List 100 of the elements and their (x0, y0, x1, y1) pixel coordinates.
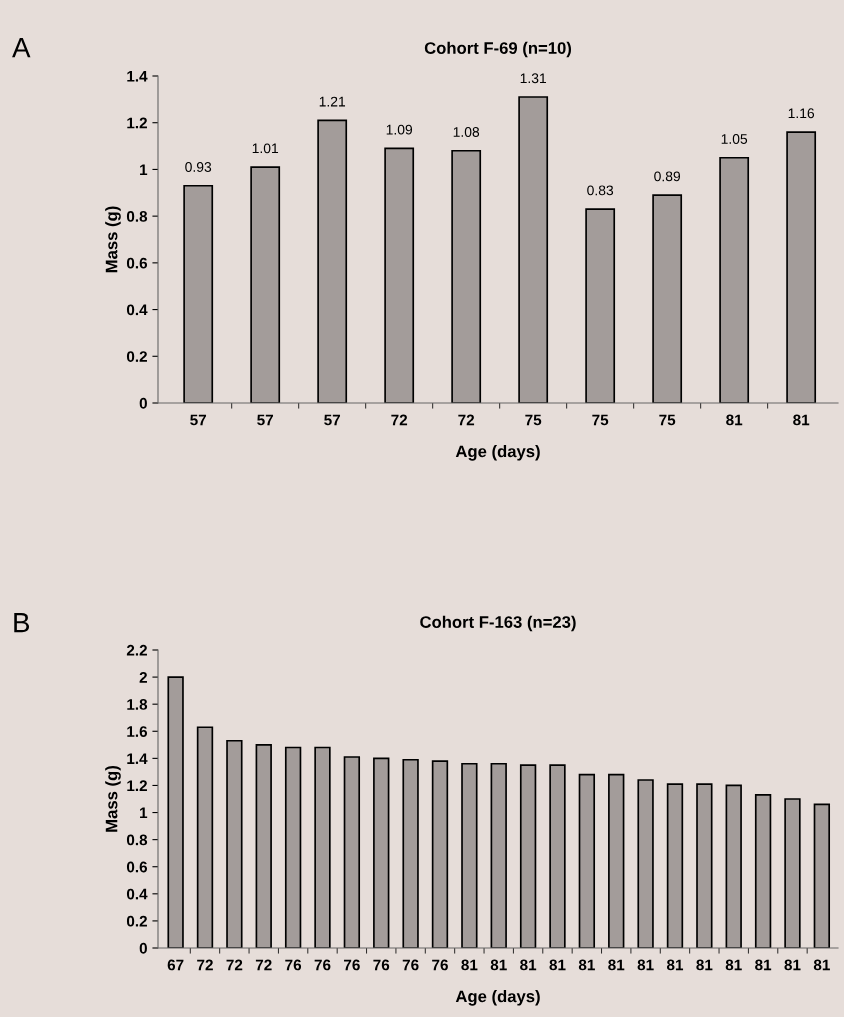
data-label: 1.05 (721, 134, 748, 144)
y-tick-label: 0.2 (126, 915, 147, 927)
data-label: 1.16 (788, 108, 815, 119)
bar (754, 794, 772, 948)
x-tick-label: 76 (344, 959, 360, 971)
bar (786, 131, 817, 403)
y-tick-label: 1 (140, 164, 148, 175)
x-tick-label: 81 (696, 959, 713, 971)
y-tick-label: 0.8 (126, 211, 148, 222)
x-tick-label: 81 (578, 959, 595, 971)
x-tick-label: 81 (549, 959, 566, 971)
bar (431, 760, 449, 948)
bar (343, 756, 361, 948)
x-tick-label: 72 (197, 959, 213, 971)
x-tick-label: 76 (373, 959, 390, 971)
bar (373, 757, 390, 948)
x-tick-label: 81 (813, 959, 830, 971)
bar (725, 784, 742, 948)
y-tick-label: 1.4 (127, 71, 148, 82)
x-tick-label: 81 (726, 414, 743, 426)
bar (317, 119, 348, 403)
x-tick-label: 72 (391, 414, 408, 426)
bar (314, 746, 331, 948)
bar (384, 147, 415, 403)
bar (784, 798, 801, 948)
x-tick-label: 72 (226, 959, 243, 971)
data-label: 1.09 (386, 124, 413, 135)
x-tick-label: 75 (659, 414, 676, 426)
x-tick-label: 76 (314, 959, 331, 971)
x-tick-label: 81 (725, 959, 742, 971)
bar (652, 194, 683, 403)
x-tick-label: 81 (520, 959, 537, 971)
y-tick-label: 1.2 (127, 780, 147, 791)
bar (167, 676, 184, 948)
data-label: 1.01 (252, 143, 279, 154)
y-tick-label: 0.8 (126, 834, 148, 846)
y-tick-label: 1.6 (127, 726, 148, 737)
x-tick-label: 76 (402, 959, 419, 971)
x-tick-label: 72 (458, 414, 475, 426)
bar (719, 156, 750, 403)
bar (490, 762, 507, 948)
bar (608, 773, 625, 948)
y-tick-label: 0.4 (126, 304, 148, 316)
data-label: 1.31 (520, 73, 547, 84)
y-tick-label: 1.8 (127, 699, 148, 710)
x-tick-label: 81 (490, 959, 507, 971)
bar (519, 764, 537, 948)
bar (666, 783, 684, 948)
x-tick-label: 72 (255, 959, 272, 971)
chart-title: Cohort F-163 (n=23) (420, 615, 576, 632)
y-tick-label: 0.6 (126, 861, 148, 873)
chart-title: Cohort F-69 (n=10) (424, 41, 572, 58)
x-tick-label: 81 (461, 959, 478, 971)
bar (284, 746, 302, 948)
data-label: 0.93 (185, 162, 212, 172)
bar (402, 758, 419, 948)
data-label: 1.08 (453, 127, 480, 137)
bar (196, 726, 214, 948)
bar (183, 184, 214, 403)
x-axis-title: Age (days) (455, 990, 540, 1006)
y-tick-label: 2.2 (126, 644, 147, 656)
data-label: 0.83 (587, 185, 614, 196)
x-tick-label: 57 (190, 414, 207, 426)
y-tick-label: 0 (139, 942, 147, 954)
x-tick-label: 57 (324, 414, 341, 426)
y-tick-label: 1 (140, 807, 148, 819)
bar (578, 773, 596, 948)
data-label: 0.89 (654, 171, 681, 182)
y-tick-label: 1.4 (127, 753, 148, 764)
y-axis-title: Mass (g) (105, 766, 121, 832)
bar (696, 783, 713, 948)
text: B (14, 613, 30, 633)
bar (585, 208, 616, 403)
data-label: 1.21 (319, 96, 346, 107)
x-tick-label: 81 (784, 959, 801, 971)
y-tick-label: 1.2 (127, 117, 147, 129)
x-tick-label: 81 (666, 959, 684, 971)
x-tick-label: 81 (637, 959, 654, 971)
y-tick-label: 0.6 (126, 257, 148, 269)
bar (461, 762, 478, 948)
x-tick-label: 75 (592, 414, 609, 426)
bar (637, 779, 654, 948)
y-tick-label: 0 (139, 397, 147, 409)
bar (813, 803, 831, 948)
y-axis-title: Mass (g) (105, 206, 121, 273)
x-tick-label: 81 (755, 959, 772, 971)
y-tick-label: 0.4 (126, 888, 148, 900)
y-tick-label: 2 (139, 671, 147, 683)
x-tick-label: 67 (167, 959, 184, 971)
bar (518, 96, 549, 403)
x-tick-label: 57 (257, 414, 274, 426)
x-tick-label: 81 (793, 414, 810, 426)
bar (250, 166, 281, 403)
x-tick-label: 76 (432, 959, 448, 971)
bar (451, 149, 482, 403)
x-tick-label: 75 (525, 414, 542, 426)
y-tick-label: 0.2 (126, 351, 147, 362)
x-axis-title: Age (days) (455, 445, 540, 461)
x-tick-label: 81 (608, 959, 625, 971)
text: A (12, 38, 31, 58)
